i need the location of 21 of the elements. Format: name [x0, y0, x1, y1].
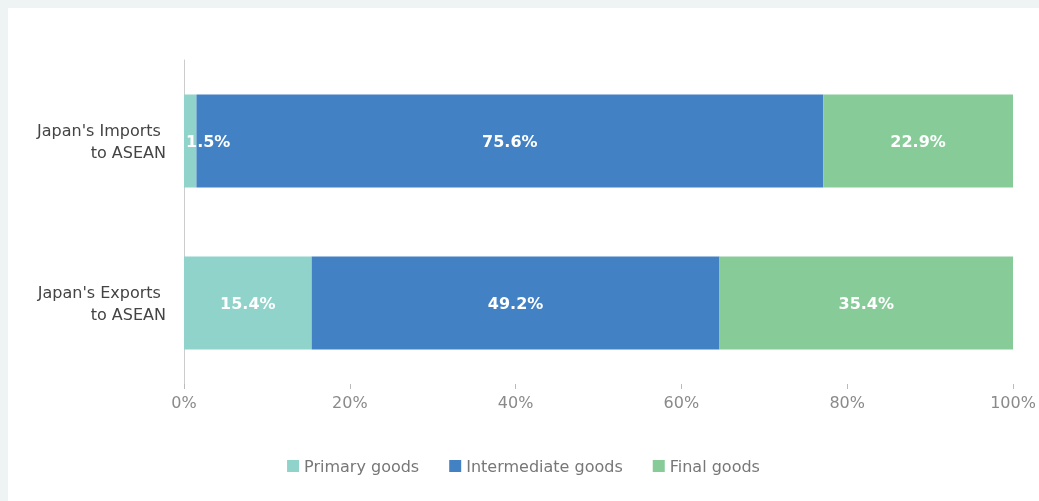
x-tick-label: 80%	[829, 392, 865, 412]
bar	[311, 256, 720, 350]
data-label: 1.5%	[186, 131, 231, 151]
data-label: 49.2%	[487, 293, 544, 313]
y-tick-label: Japan's Imports to ASEAN	[36, 120, 166, 162]
y-tick-label: Japan's Exports to ASEAN	[36, 282, 166, 324]
x-tick-label: 60%	[663, 392, 700, 412]
legend-label: Intermediate goods	[466, 456, 623, 476]
x-tick-label: 100%	[990, 392, 1036, 412]
x-tick-label: 20%	[332, 392, 368, 412]
x-tick-label: 40%	[497, 392, 534, 412]
data-label: 22.9%	[890, 131, 946, 151]
bar	[184, 256, 312, 350]
legend-label: Primary goods	[304, 456, 420, 476]
x-tick-label: 0%	[171, 392, 197, 412]
data-label: 35.4%	[838, 293, 895, 313]
data-label: 75.6%	[482, 131, 538, 151]
bar	[719, 256, 1013, 350]
data-label: 15.4%	[220, 293, 276, 313]
bar	[823, 94, 1013, 188]
legend-label: Final goods	[669, 456, 760, 476]
